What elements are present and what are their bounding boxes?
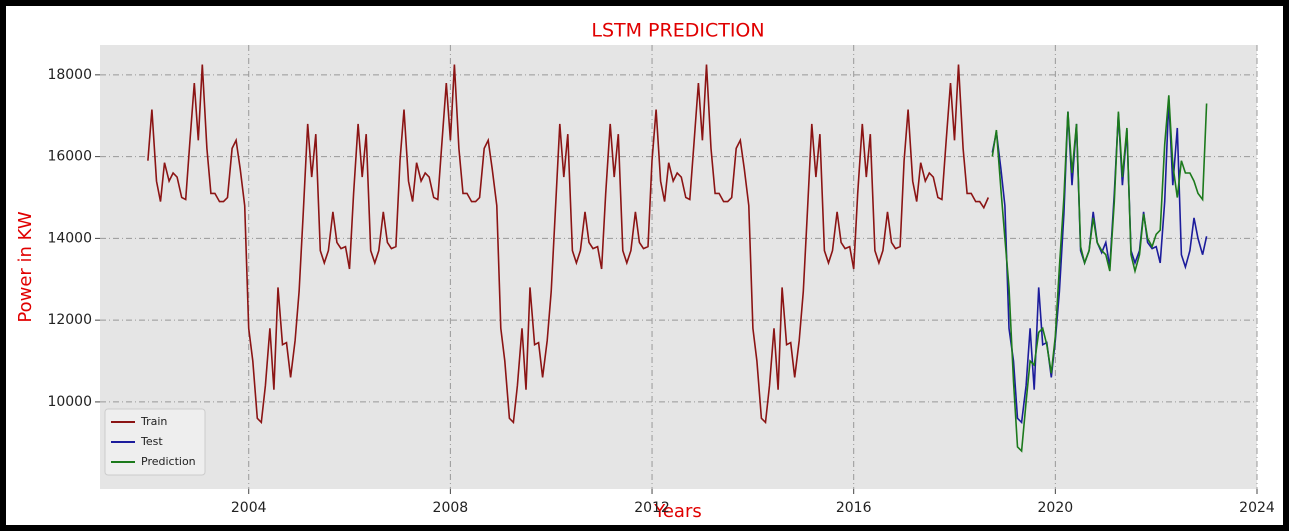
series-line [991,95,1208,453]
y-tick-label: 18000 [47,67,92,83]
x-axis-label: Years [653,501,702,522]
y-tick-label: 16000 [47,149,92,165]
x-tick-label: 2012 [634,500,670,516]
y-tick-label: 14000 [47,230,92,246]
y-tick-label: 12000 [47,312,92,328]
y-tick-label: 10000 [47,394,92,410]
x-tick-label: 2024 [1239,500,1275,516]
x-tick-label: 2004 [231,500,267,516]
chart-title: LSTM PREDICTION [591,20,764,42]
series-line [147,64,990,425]
legend-box [104,408,206,476]
x-tick-label: 2020 [1038,500,1074,516]
legend-label: Train [140,415,167,428]
plot-area [100,45,1257,489]
y-axis-label: Power in KW [15,211,36,322]
x-tick-label: 2016 [836,500,872,516]
x-tick-label: 2008 [433,500,469,516]
legend-label: Prediction [141,455,196,468]
legend-label: Test [140,435,163,448]
